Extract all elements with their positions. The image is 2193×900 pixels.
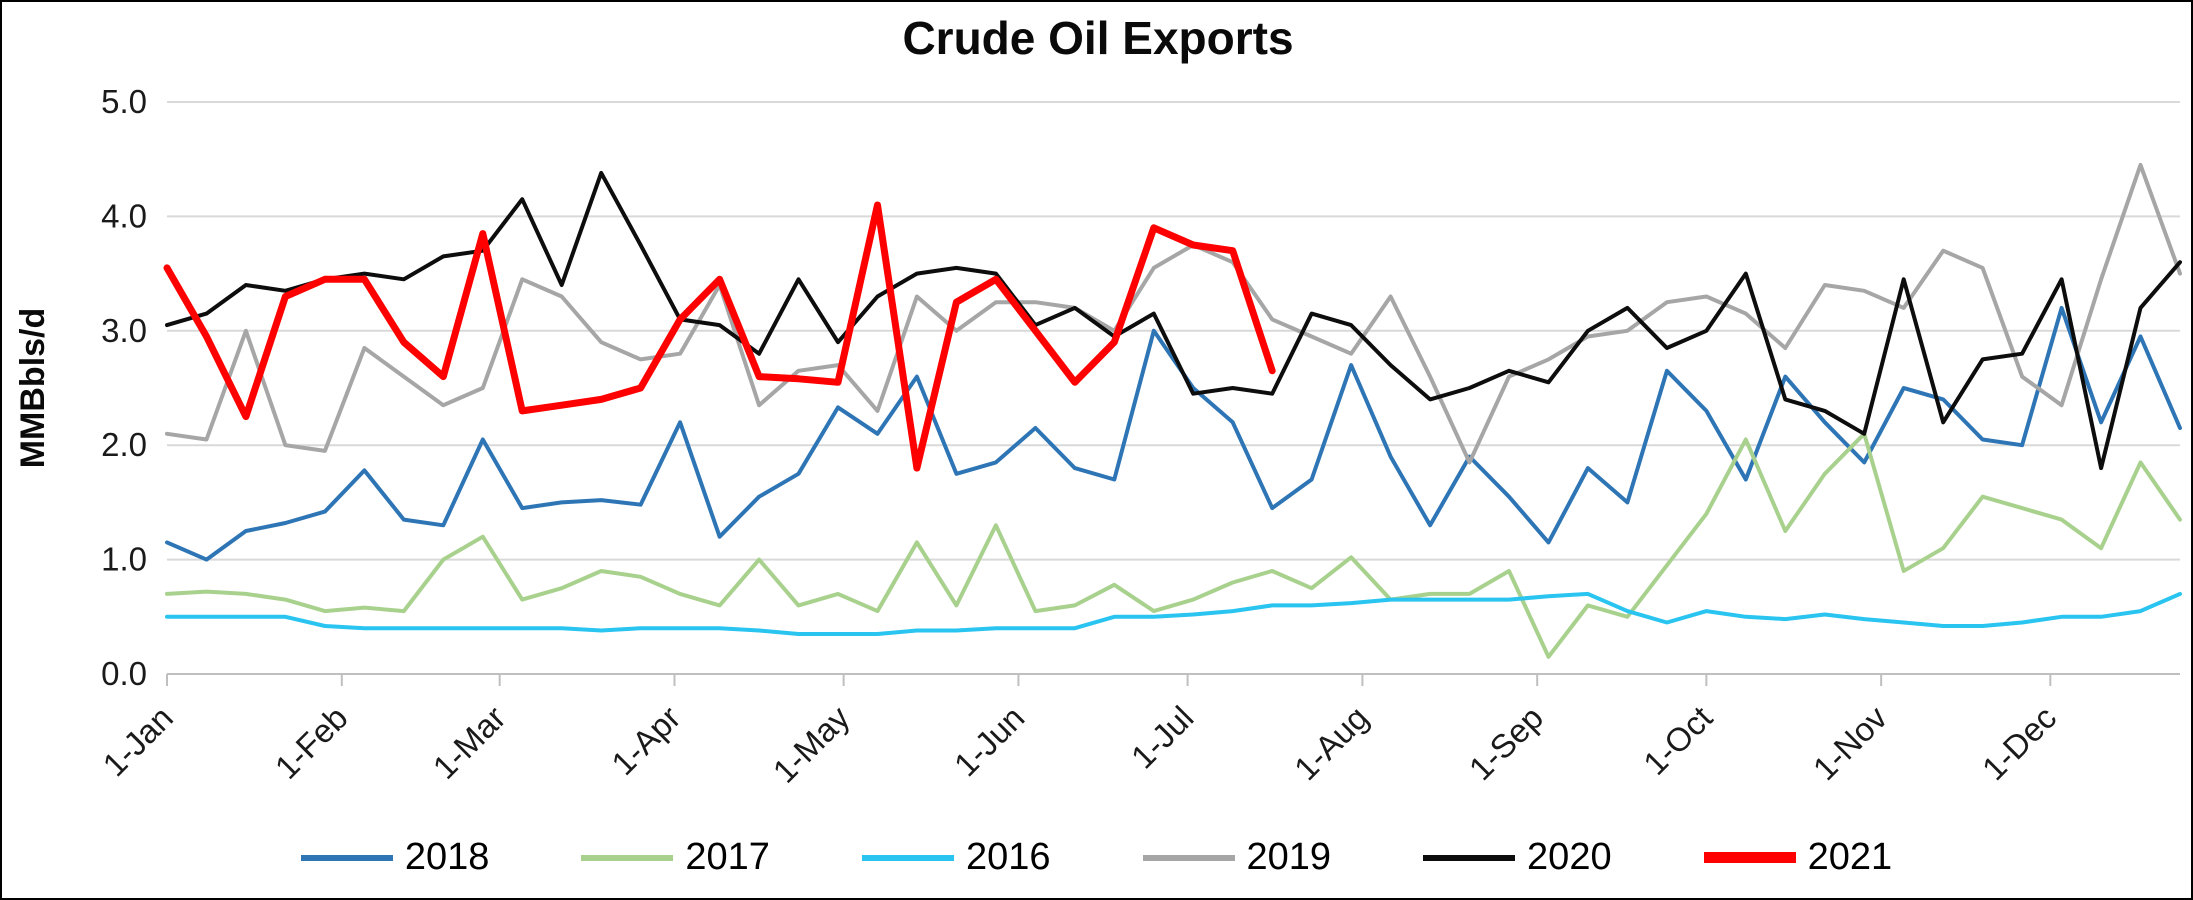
series-line-2018	[165, 305, 2182, 562]
legend-label-2020: 2020	[1527, 836, 1612, 878]
x-tick-label: 1-May	[766, 698, 857, 789]
legend-label-2018: 2018	[404, 836, 490, 878]
series-line-2017	[165, 431, 2182, 659]
x-tick-label: 1-Mar	[426, 699, 513, 786]
x-tick-label: 1-Oct	[1636, 699, 1719, 782]
x-tick-label: 1-Dec	[1975, 699, 2063, 787]
legend-label-2016: 2016	[965, 836, 1051, 878]
x-tick-label: 1-Jul	[1124, 699, 1201, 776]
series-line-2016	[165, 591, 2182, 636]
legend-swatch-2016	[861, 854, 954, 861]
legend-item-2016: 2016	[861, 836, 1051, 879]
plot-generated-content: 0.0 1.0 2.0 3.0 4.0 5.0 1-Jan 1-Feb 1-Mar 1-Apr 1-…	[95, 83, 2182, 790]
x-tick-label: 1-Aug	[1287, 699, 1375, 787]
x-tick-label: 1-Jan	[95, 699, 180, 784]
x-tick-label: 1-Apr	[604, 699, 687, 782]
y-tick-label: 4.0	[101, 197, 147, 234]
plot-area: 0.0 1.0 2.0 3.0 4.0 5.0 1-Jan 1-Feb 1-Mar 1-Apr 1-…	[14, 12, 2182, 790]
y-tick-label: 3.0	[101, 312, 147, 349]
x-tick-label: 1-Sep	[1462, 699, 1550, 787]
legend-label-2017: 2017	[685, 836, 770, 878]
y-axis-label: MMBbls/d	[14, 308, 52, 469]
y-tick-label: 0.0	[101, 655, 147, 692]
legend-label-2021: 2021	[1807, 836, 1893, 878]
legend: 2018 2017 2016 2019 2020 2021	[2, 836, 2191, 879]
legend-swatch-2017	[581, 854, 674, 861]
series-line-2021	[163, 201, 1276, 472]
y-tick-label: 5.0	[101, 83, 147, 120]
legend-item-2020: 2020	[1423, 836, 1612, 879]
y-tick-label: 1.0	[101, 541, 147, 578]
legend-swatch-2020	[1423, 854, 1516, 861]
legend-label-2019: 2019	[1246, 836, 1332, 878]
legend-swatch-2021	[1703, 852, 1796, 863]
x-tick-label: 1-Jun	[947, 699, 1032, 784]
chart-title: Crude Oil Exports	[902, 12, 1293, 64]
legend-item-2021: 2021	[1703, 836, 1893, 879]
legend-item-2017: 2017	[581, 836, 770, 879]
legend-swatch-2019	[1142, 854, 1235, 861]
legend-item-2019: 2019	[1142, 836, 1332, 879]
y-tick-label: 2.0	[101, 426, 147, 463]
series-line-2020	[165, 170, 2182, 471]
x-tick-label: 1-Nov	[1806, 698, 1895, 787]
series-line-2019	[165, 162, 2182, 465]
legend-swatch-2018	[300, 854, 393, 861]
legend-item-2018: 2018	[300, 836, 490, 879]
x-tick-label: 1-Feb	[268, 699, 355, 786]
